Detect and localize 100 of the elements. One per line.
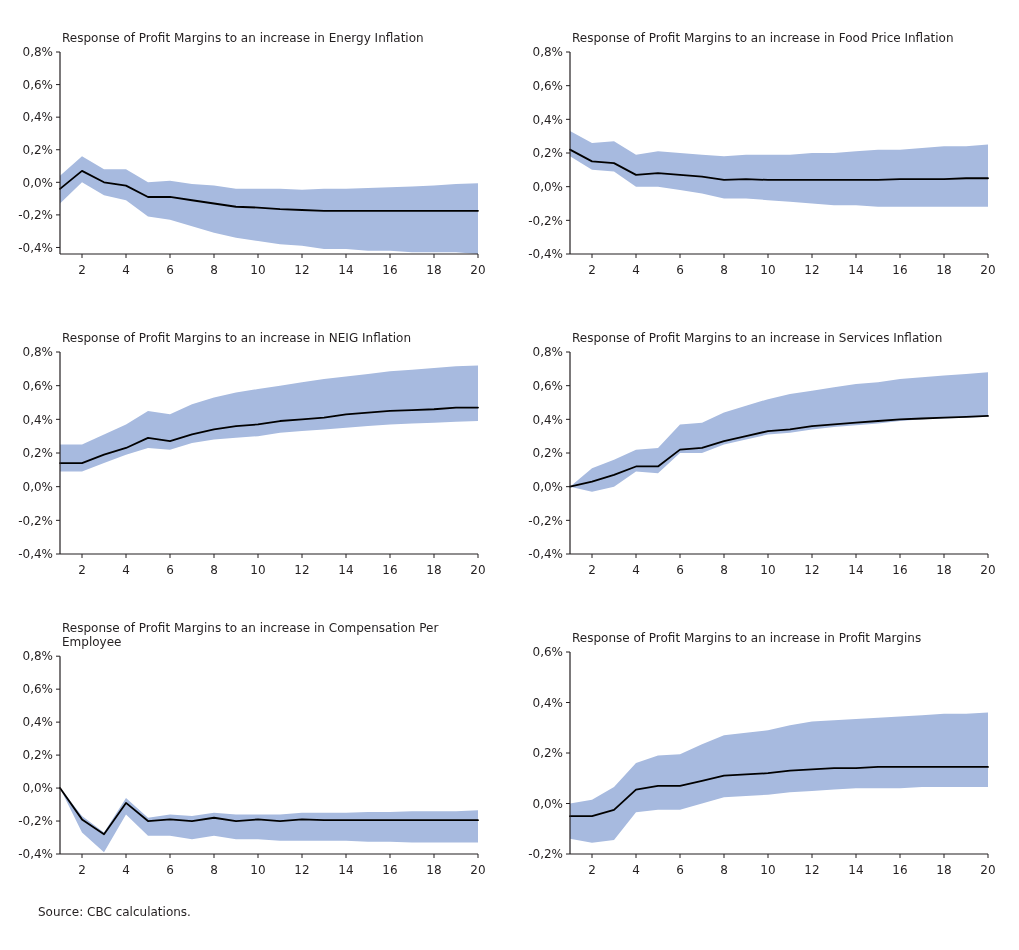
x-tick-label: 2	[588, 863, 596, 877]
x-tick-label: 10	[250, 263, 266, 277]
y-tick-label: 0,2%	[22, 748, 53, 763]
y-tick-label: -0,2%	[528, 213, 563, 228]
y-tick-label: -0,4%	[528, 547, 563, 562]
y-tick-label: -0,2%	[528, 513, 563, 528]
x-tick-label: 10	[250, 863, 266, 877]
y-tick-label: 0,2%	[22, 142, 53, 157]
y-tick-label: 0,0%	[532, 796, 563, 811]
line-series	[569, 148, 989, 181]
x-tick-label: 20	[980, 863, 996, 877]
x-tick-label: 12	[804, 563, 820, 577]
chart-title: Response of Profit Margins to an increase in Profit Margins	[572, 631, 922, 645]
x-tick-label: 8	[720, 263, 728, 277]
x-tick-label: 6	[676, 263, 684, 277]
chart-title: Response of Profit Margins to an increase in NEIG Inflation	[62, 331, 412, 345]
line-series	[59, 406, 479, 464]
y-tick-label: 0,6%	[532, 378, 563, 393]
line-series	[59, 170, 479, 212]
x-tick-label: 20	[470, 263, 486, 277]
x-tick-label: 4	[122, 863, 130, 877]
y-tick-label: 0,6%	[22, 378, 53, 393]
y-tick-label: -0,2%	[18, 208, 53, 223]
x-tick-label: 10	[760, 263, 776, 277]
x-tick-label: 4	[122, 263, 130, 277]
x-tick-label: 14	[848, 263, 864, 277]
x-tick-label: 18	[426, 863, 442, 877]
x-tick-label: 6	[676, 863, 684, 877]
x-tick-label: 4	[632, 863, 640, 877]
y-tick-label: -0,2%	[528, 847, 563, 862]
x-tick-label: 20	[470, 863, 486, 877]
x-tick-label: 16	[382, 863, 398, 877]
y-tick-label: 0,6%	[532, 645, 563, 660]
x-tick-label: 14	[848, 863, 864, 877]
x-tick-label: 10	[250, 563, 266, 577]
y-tick-label: -0,4%	[18, 847, 53, 862]
x-tick-label: 18	[426, 263, 442, 277]
x-tick-label: 10	[760, 863, 776, 877]
x-tick-label: 10	[760, 563, 776, 577]
y-tick-label: 0,0%	[22, 781, 53, 796]
y-tick-label: 0,2%	[22, 446, 53, 461]
y-tick-label: 0,8%	[22, 345, 53, 360]
x-tick-label: 2	[78, 263, 86, 277]
x-tick-label: 6	[166, 863, 174, 877]
x-tick-label: 18	[936, 863, 952, 877]
x-tick-label: 16	[382, 263, 398, 277]
chart-title: Response of Profit Margins to an increase in Compensation Per Employee	[62, 621, 439, 650]
x-tick-label: 16	[892, 263, 908, 277]
y-tick-label: 0,4%	[532, 112, 563, 127]
y-tick-label: 0,6%	[532, 78, 563, 93]
x-tick-label: 2	[588, 563, 596, 577]
x-tick-label: 6	[166, 563, 174, 577]
y-tick-label: 0,4%	[22, 412, 53, 427]
x-tick-label: 4	[632, 563, 640, 577]
y-tick-label: -0,4%	[18, 240, 53, 255]
x-tick-label: 16	[892, 863, 908, 877]
x-tick-label: 8	[720, 563, 728, 577]
x-tick-label: 18	[936, 263, 952, 277]
x-tick-label: 20	[980, 263, 996, 277]
y-tick-label: 0,4%	[22, 110, 53, 125]
y-tick-label: 0,4%	[532, 695, 563, 710]
line-series	[59, 787, 479, 836]
y-tick-label: 0,0%	[532, 479, 563, 494]
y-tick-label: 0,4%	[532, 412, 563, 427]
x-tick-label: 18	[426, 563, 442, 577]
x-tick-label: 12	[804, 263, 820, 277]
y-tick-label: 0,0%	[22, 175, 53, 190]
chart-title: Response of Profit Margins to an increase in Energy Inflation	[62, 31, 424, 45]
y-tick-label: -0,2%	[18, 513, 53, 528]
x-tick-label: 14	[338, 563, 354, 577]
y-tick-label: -0,4%	[18, 547, 53, 562]
y-tick-label: 0,6%	[22, 77, 53, 92]
y-tick-label: 0,8%	[22, 45, 53, 60]
x-tick-label: 14	[338, 863, 354, 877]
x-tick-label: 18	[936, 563, 952, 577]
x-tick-label: 14	[848, 563, 864, 577]
y-tick-label: 0,2%	[532, 146, 563, 161]
x-tick-label: 12	[294, 863, 310, 877]
y-tick-label: 0,2%	[532, 746, 563, 761]
x-tick-label: 12	[294, 263, 310, 277]
y-tick-label: 0,8%	[532, 45, 563, 60]
y-tick-label: 0,0%	[532, 179, 563, 194]
x-tick-label: 8	[210, 863, 218, 877]
x-tick-label: 8	[210, 563, 218, 577]
x-tick-label: 20	[980, 563, 996, 577]
x-tick-label: 12	[804, 863, 820, 877]
source-note: Source: CBC calculations.	[38, 905, 191, 919]
y-tick-label: 0,8%	[22, 649, 53, 664]
x-tick-label: 12	[294, 563, 310, 577]
x-tick-label: 14	[338, 263, 354, 277]
x-tick-label: 6	[676, 563, 684, 577]
x-tick-label: 8	[210, 263, 218, 277]
chart-title: Response of Profit Margins to an increase in Food Price Inflation	[572, 31, 954, 45]
x-tick-label: 4	[632, 263, 640, 277]
x-tick-label: 6	[166, 263, 174, 277]
y-tick-label: 0,8%	[532, 345, 563, 360]
y-tick-label: 0,6%	[22, 682, 53, 697]
line-series	[569, 765, 989, 818]
x-tick-label: 16	[892, 563, 908, 577]
x-tick-label: 2	[78, 563, 86, 577]
